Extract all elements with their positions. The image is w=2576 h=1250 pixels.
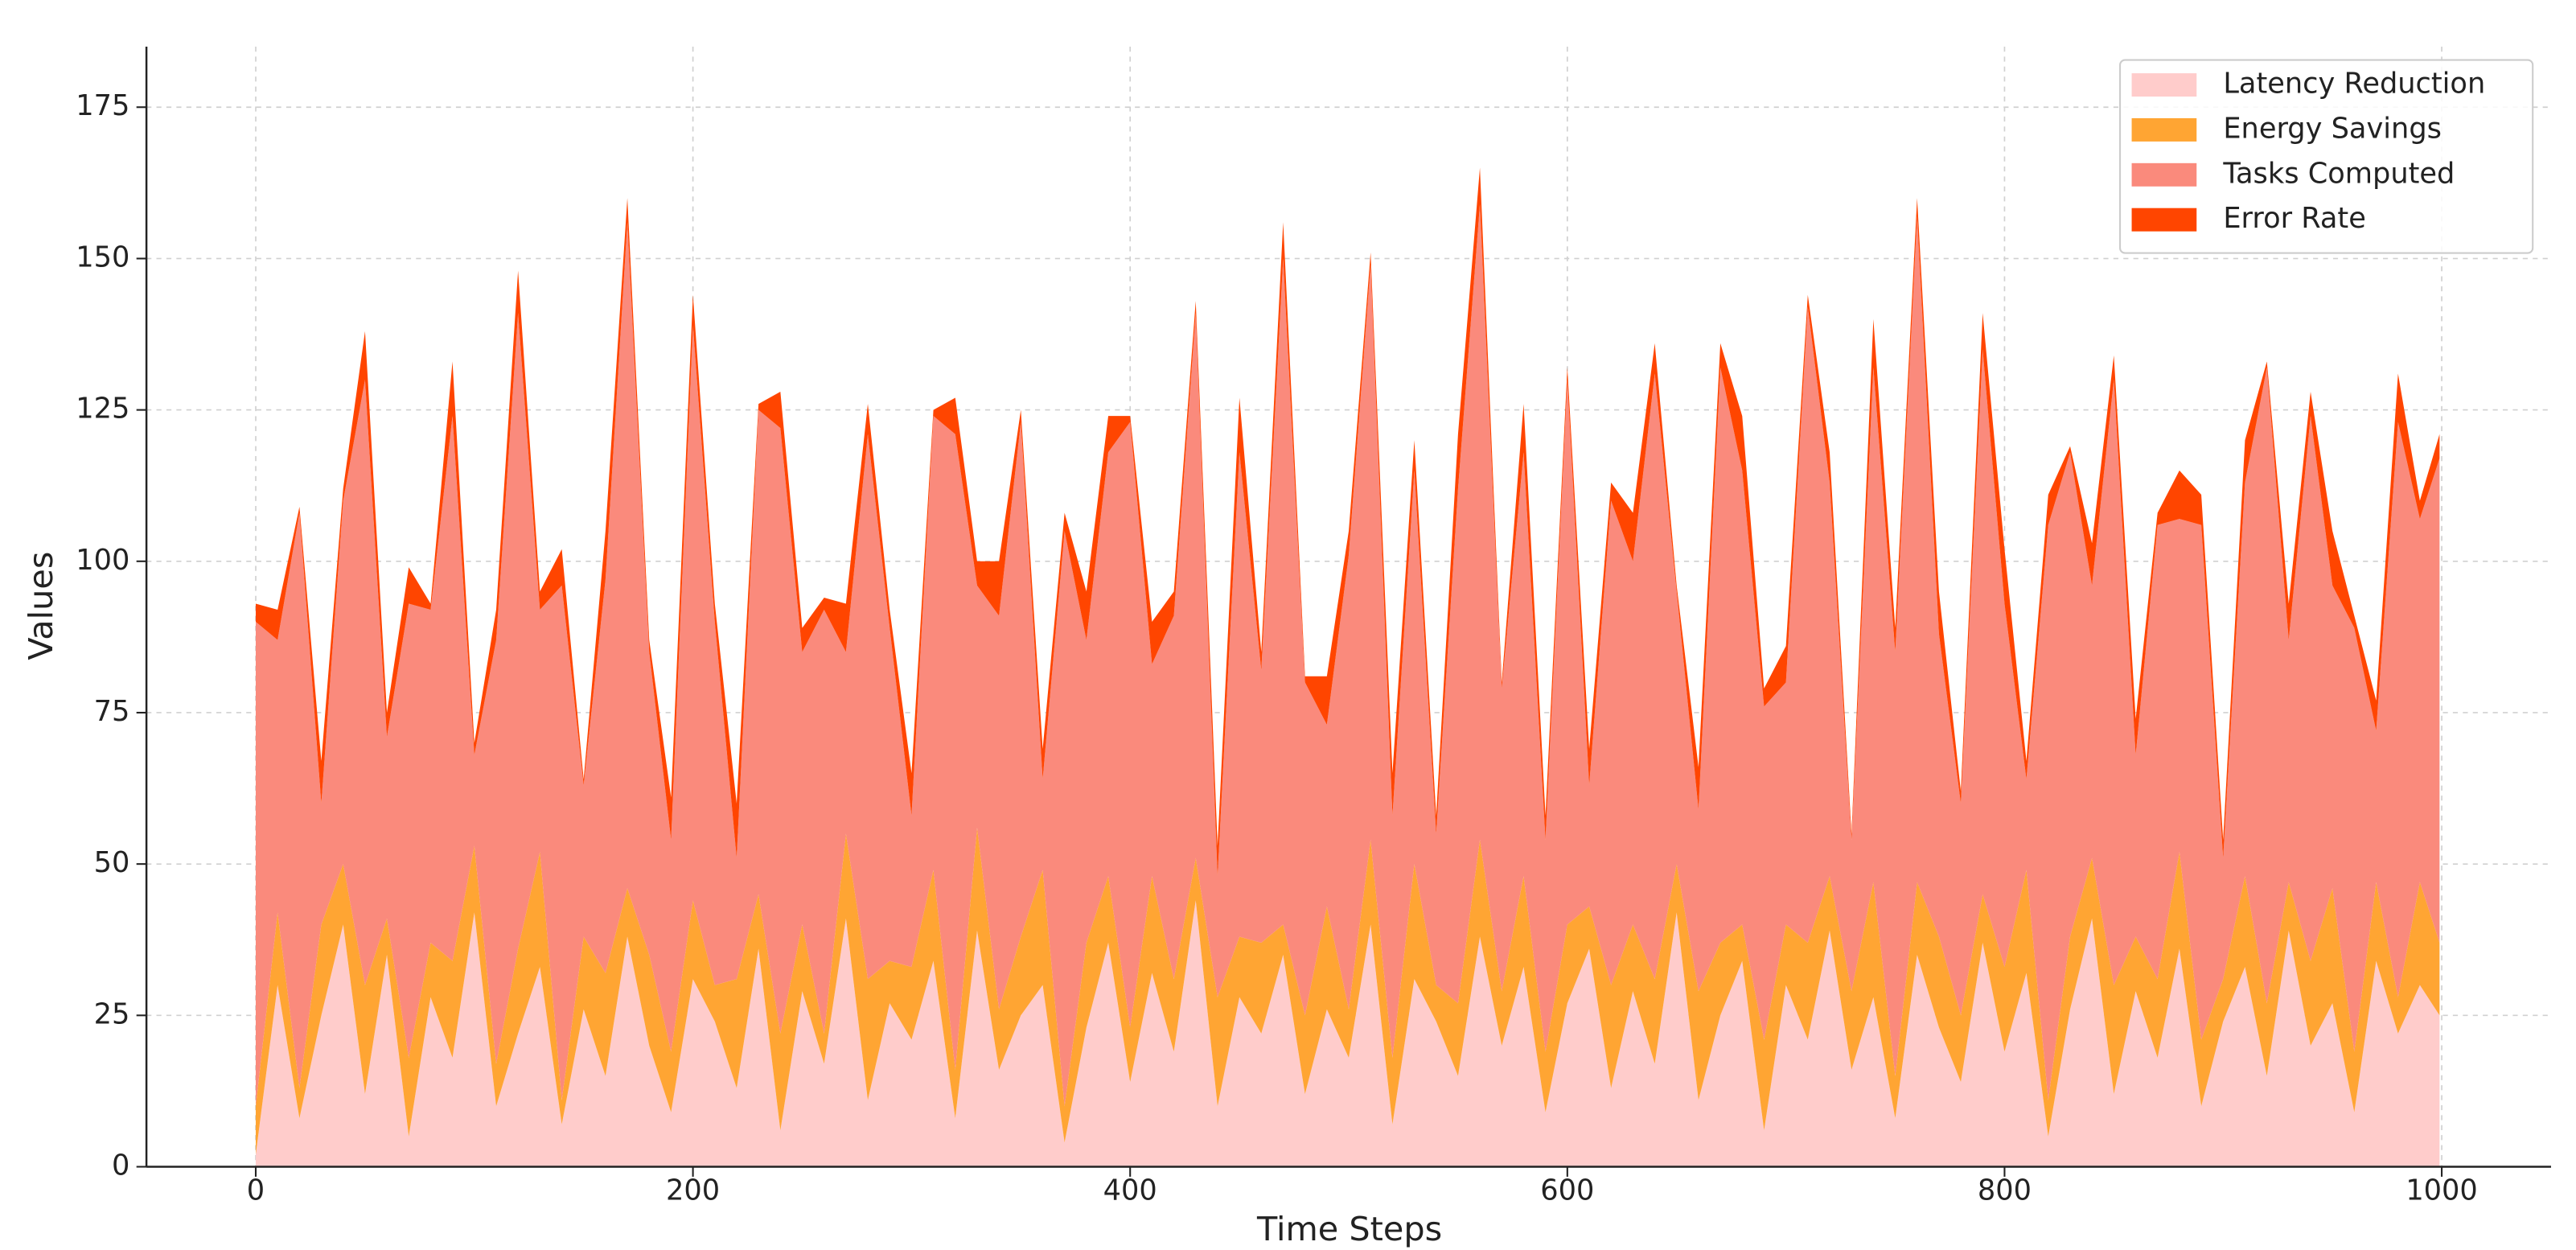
y-tick-label: 100 <box>76 544 129 577</box>
legend-label: Latency Reduction <box>2223 68 2485 101</box>
area <box>255 204 2440 1107</box>
legend-label: Error Rate <box>2223 202 2365 235</box>
x-tick-label: 1000 <box>2405 1174 2477 1207</box>
y-tick-label: 150 <box>76 241 129 273</box>
legend: Latency Reduction Energy Savings Tasks Com… <box>2119 59 2534 254</box>
y-tick-label: 175 <box>76 89 129 122</box>
y-tick-label: 125 <box>76 393 129 426</box>
y-tick-label: 25 <box>94 997 130 1030</box>
x-tick-label: 600 <box>1540 1174 1594 1207</box>
area <box>255 827 2440 1155</box>
x-tick-label: 200 <box>666 1174 720 1207</box>
y-tick-label: 75 <box>94 695 130 728</box>
legend-frame <box>2119 59 2534 254</box>
y-axis-label: Values <box>22 552 60 660</box>
x-axis-label: Time Steps <box>1256 1210 1442 1248</box>
legend-label: Energy Savings <box>2223 112 2442 145</box>
x-tick-label: 0 <box>247 1174 265 1207</box>
legend-swatch <box>2131 162 2197 187</box>
y-tick-label: 50 <box>94 846 130 879</box>
x-tick-label: 400 <box>1103 1174 1157 1207</box>
legend-swatch <box>2131 117 2197 142</box>
legend-label: Tasks Computed <box>2222 157 2455 190</box>
y-tick-label: 0 <box>112 1149 129 1182</box>
x-tick-label: 800 <box>1978 1174 2032 1207</box>
area <box>255 900 2440 1167</box>
legend-swatch <box>2131 73 2197 97</box>
legend-swatch <box>2131 208 2197 232</box>
